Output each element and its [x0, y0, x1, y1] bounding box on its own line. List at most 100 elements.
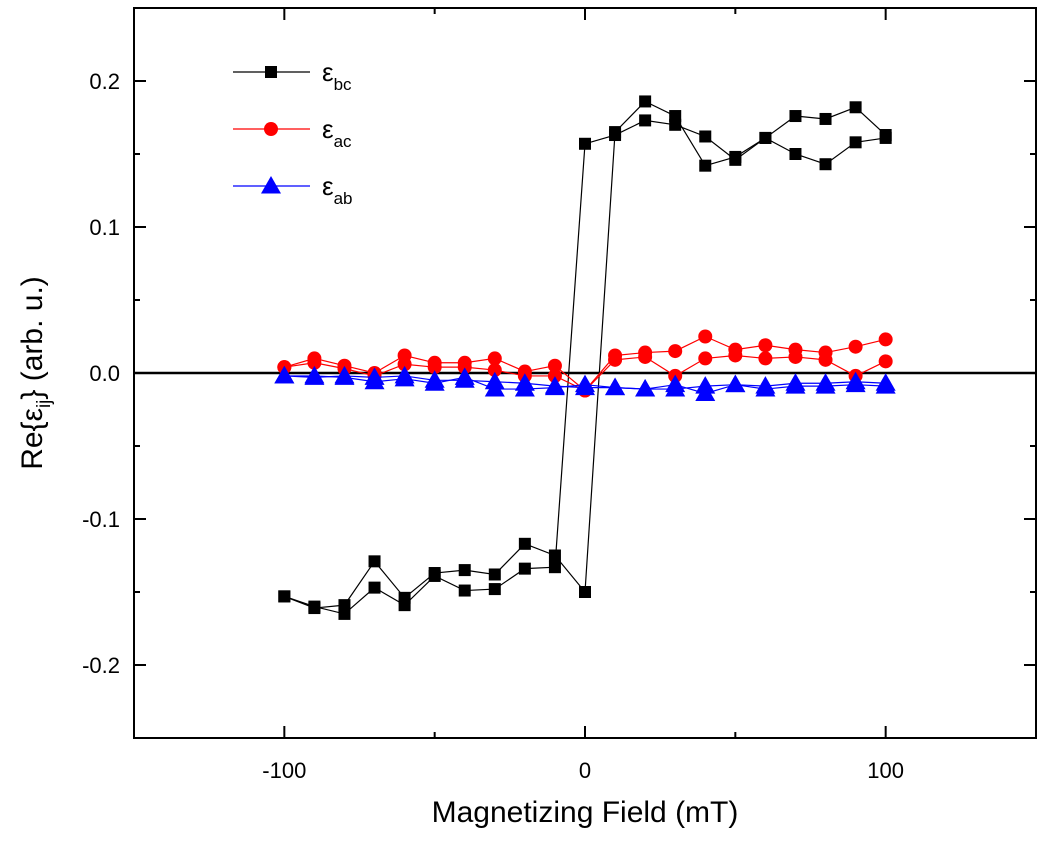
- series-bc-point: [458, 584, 471, 597]
- series-ab-point: [274, 365, 295, 384]
- x-axis-title: Magnetizing Field (mT): [432, 796, 739, 829]
- x-tick-label: 100: [867, 758, 904, 783]
- series-ac-point: [758, 338, 773, 353]
- series-bc: [278, 95, 892, 620]
- x-tick-label: 0: [579, 758, 591, 783]
- series-bc-point: [308, 600, 321, 613]
- series-ac-point: [457, 360, 472, 375]
- legend-label: εbc: [322, 57, 352, 94]
- series-ac-point: [878, 332, 893, 347]
- series-bc-point: [458, 564, 471, 577]
- series-ac-point: [487, 363, 502, 378]
- x-tick-label: -100: [262, 758, 306, 783]
- series-bc-point: [819, 112, 832, 125]
- y-tick-label: -0.1: [82, 507, 120, 532]
- y-axis-title-prefix: Re{: [16, 421, 49, 469]
- y-axis-title-subscript: ij: [34, 400, 55, 408]
- series-bc-point: [639, 114, 652, 127]
- series-bc-point: [548, 561, 561, 574]
- series-ac-point: [878, 354, 893, 369]
- series-ac-point: [487, 351, 502, 366]
- legend-marker: [265, 66, 277, 78]
- series-bc-point: [368, 555, 381, 568]
- y-tick-label: 0.0: [89, 361, 120, 386]
- legend-label: εac: [322, 114, 352, 151]
- series-ab-point: [815, 376, 836, 394]
- series-bc-point: [759, 131, 772, 144]
- series-ab-point: [575, 374, 595, 393]
- series-ac-point: [608, 352, 623, 367]
- series-ab-point: [544, 377, 565, 396]
- series-ac: [277, 329, 893, 398]
- series-bc-point: [789, 110, 802, 123]
- series-ab-point: [875, 376, 896, 394]
- legend-marker: [261, 176, 281, 194]
- series-bc-point: [699, 130, 712, 143]
- series-bc-point: [398, 599, 411, 612]
- series-ab-point: [635, 379, 656, 397]
- y-axis-title-suffix: } (arb. u.): [16, 276, 49, 399]
- series-bc-point: [488, 568, 501, 581]
- series-bc-point: [518, 562, 531, 575]
- series-ab-point: [364, 371, 385, 390]
- series-bc-point: [278, 590, 291, 603]
- y-axis-title: Re{εij} (arb. u.): [16, 276, 55, 470]
- series-ac-point: [818, 352, 833, 367]
- legend-marker: [264, 122, 278, 136]
- legend-item-ac: εac: [233, 114, 352, 151]
- series-ab-point: [605, 377, 626, 396]
- series-ab-point: [845, 374, 866, 393]
- series-ac-point: [427, 360, 442, 375]
- series-bc-point: [819, 158, 832, 171]
- legend-item-ab: εab: [233, 171, 353, 208]
- series-ac-point: [698, 351, 713, 366]
- series-bc-point: [579, 137, 591, 150]
- legend-item-bc: εbc: [233, 57, 352, 94]
- series-ac-point: [638, 349, 653, 364]
- series-ac-point: [547, 358, 562, 373]
- series-ac-point: [698, 329, 713, 344]
- series-ac-point: [788, 349, 803, 364]
- series-ab-point: [695, 376, 716, 394]
- series-ac-point: [728, 348, 743, 363]
- series-ab-point: [785, 376, 806, 394]
- series-bc-point: [789, 148, 802, 160]
- series-ac-point: [848, 339, 863, 354]
- legend: εbc εac εab: [233, 57, 353, 208]
- series-bc-point: [518, 537, 531, 550]
- series-bc-point: [338, 607, 351, 620]
- series-ab-point: [484, 379, 505, 397]
- series-bc-point: [699, 159, 712, 172]
- y-tick-label: -0.2: [82, 653, 120, 678]
- series-bc-point: [849, 136, 862, 149]
- series-bc-point: [729, 153, 742, 166]
- y-tick-label: 0.2: [89, 69, 120, 94]
- series-ac-point: [758, 351, 773, 366]
- series-ac-point: [307, 355, 322, 370]
- legend-label: εab: [322, 171, 353, 208]
- series-bc-point: [368, 581, 381, 594]
- series-bc-point: [609, 129, 622, 142]
- y-axis-title-symbol: ε: [16, 408, 49, 421]
- series-ab-point: [755, 379, 776, 397]
- series-ab-point: [725, 374, 746, 393]
- series-ab-point: [665, 379, 686, 397]
- series-ab-point: [304, 365, 325, 384]
- series-layer: [274, 95, 896, 620]
- series-bc-point: [579, 586, 591, 598]
- axis-ticks: [134, 8, 1036, 738]
- series-bc-point: [548, 549, 561, 562]
- y-tick-label: 0.1: [89, 215, 120, 240]
- series-bc-point: [428, 569, 441, 582]
- series-ab-point: [334, 367, 355, 385]
- series-ab: [274, 365, 896, 401]
- series-ab-point: [394, 368, 415, 387]
- series-bc-point: [879, 131, 892, 144]
- series-bc-point: [639, 95, 652, 108]
- series-ab-point: [514, 379, 535, 397]
- axis-tick-labels: -0.2 -0.1 0.0 0.1 0.2 -100 0 100: [82, 69, 904, 783]
- series-ac-point: [547, 368, 562, 383]
- series-ac-point: [397, 357, 412, 372]
- series-bc-point: [669, 118, 682, 131]
